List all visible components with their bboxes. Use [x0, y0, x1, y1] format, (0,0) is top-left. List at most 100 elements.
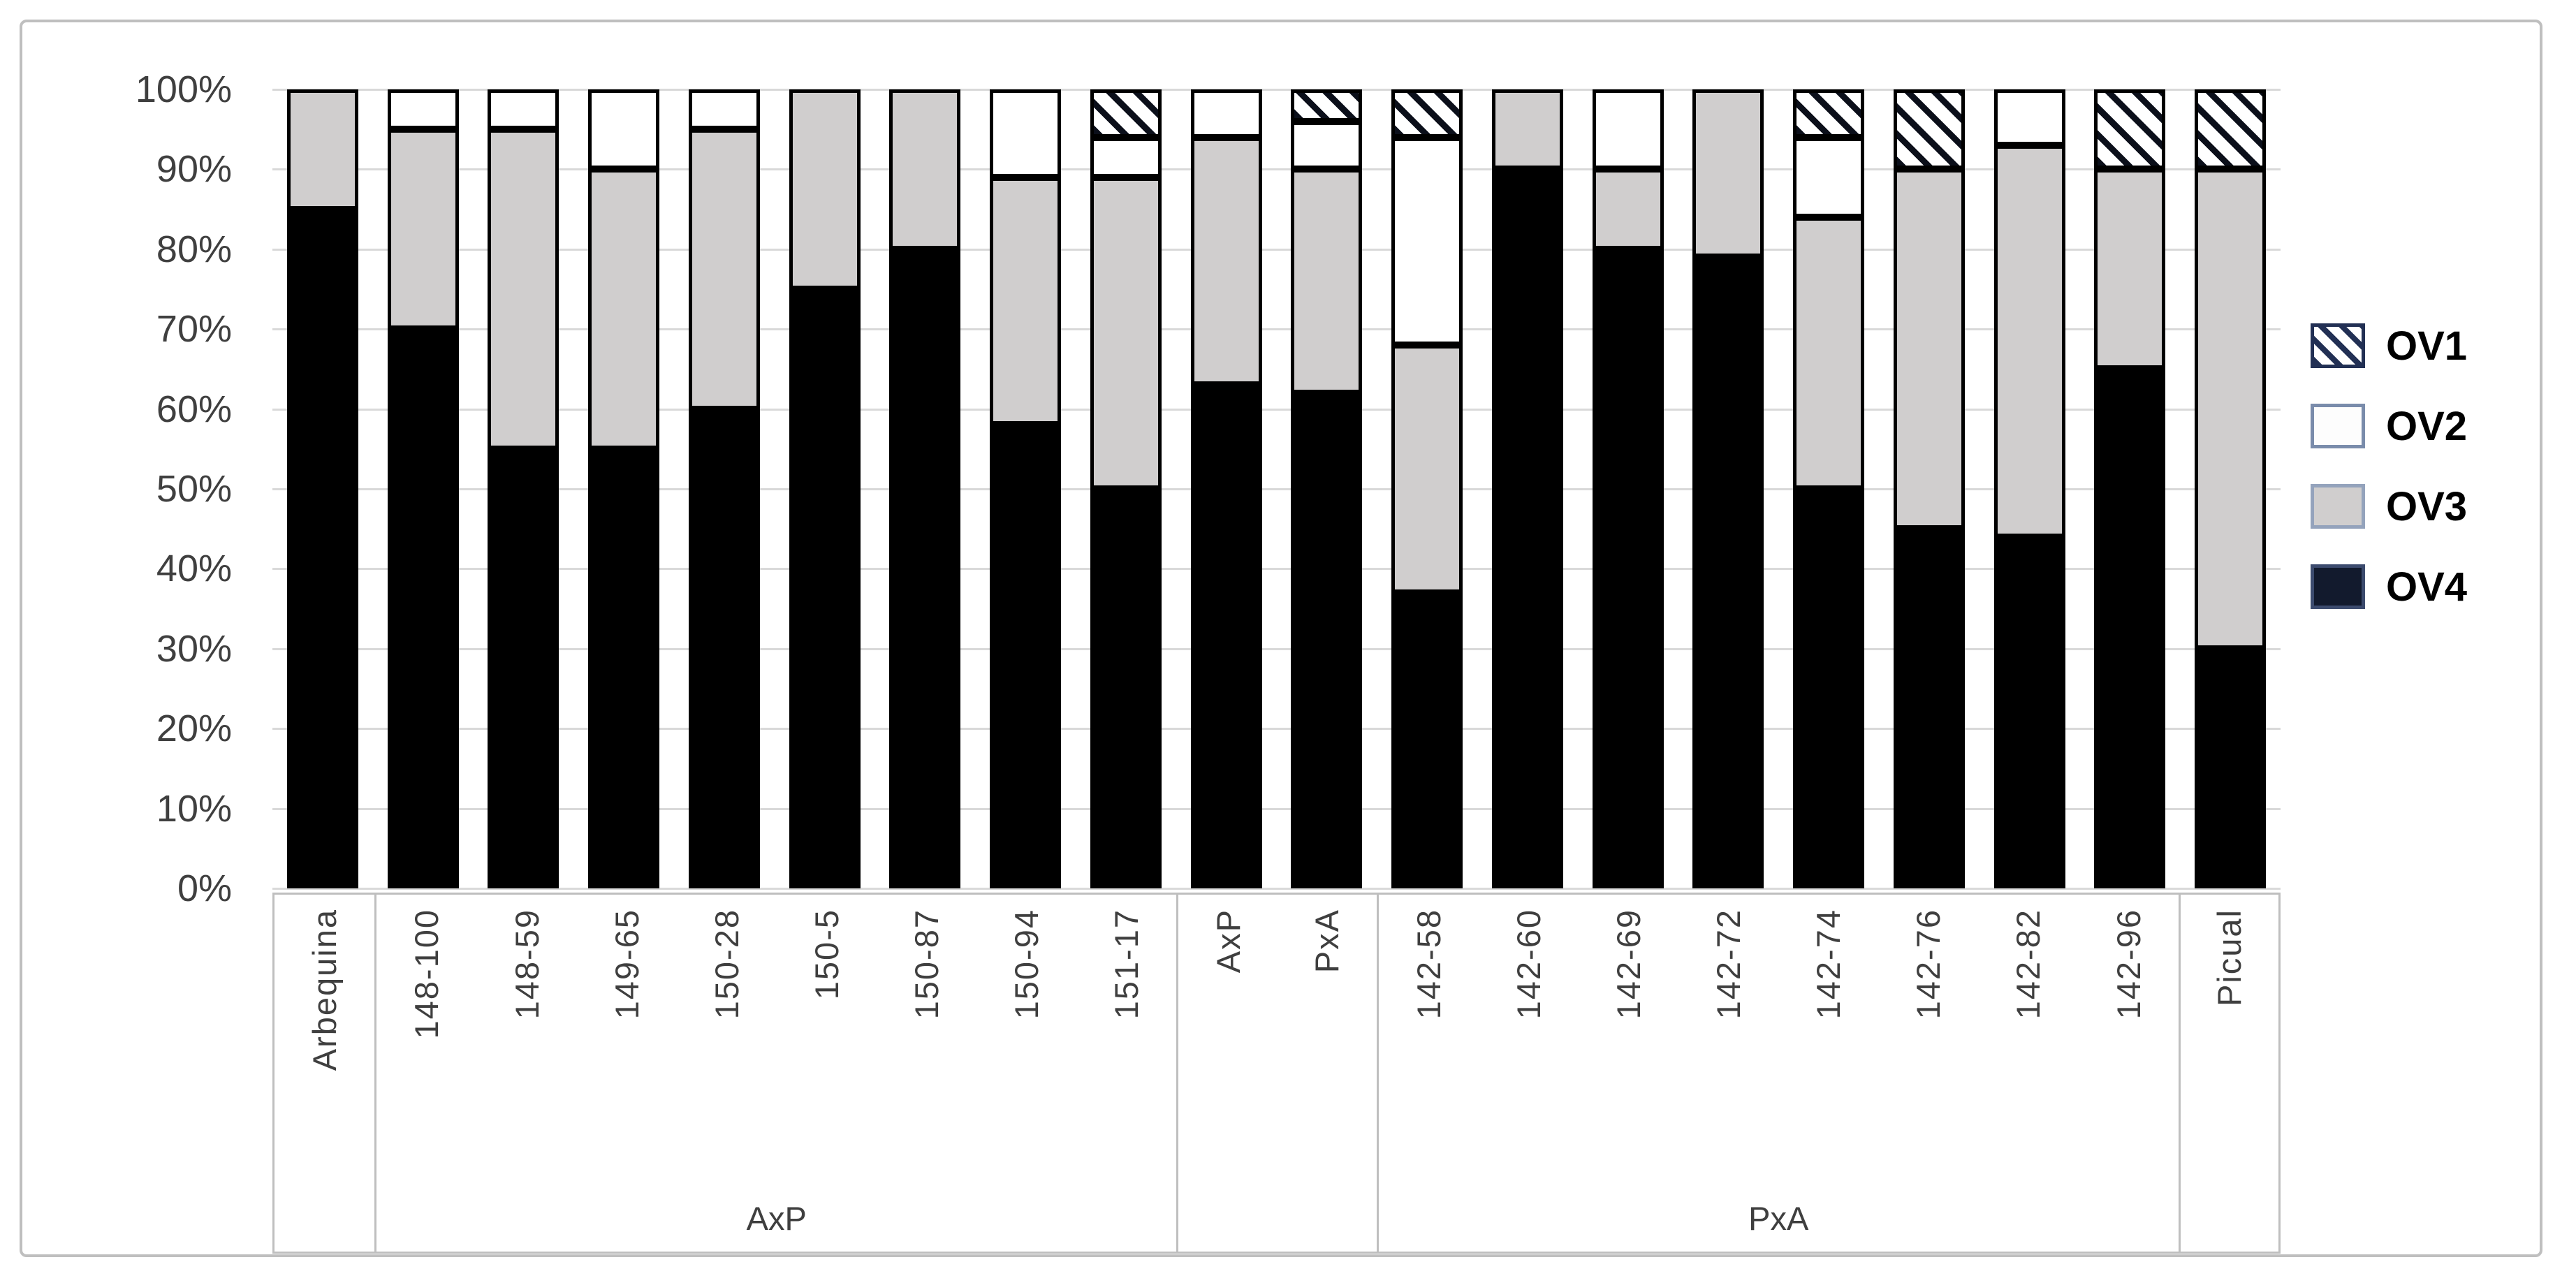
- segment-OV1-Picual: [2195, 89, 2267, 170]
- segment-OV4-142-76: [1893, 529, 1965, 888]
- segment-OV4-142-96: [2094, 369, 2166, 888]
- segment-OV2-AxP: [1190, 89, 1262, 138]
- segment-OV2-PxA: [1291, 121, 1363, 170]
- bar-142-58: [1391, 89, 1463, 888]
- segment-OV3-150-5: [789, 89, 861, 289]
- segment-OV1-142-58: [1391, 89, 1463, 138]
- gridline-20: [272, 728, 2281, 731]
- gridline-60: [272, 408, 2281, 411]
- bar-column-142-96: [2080, 89, 2181, 888]
- bar-150-94: [990, 89, 1062, 888]
- y-axis-tick-label: 90%: [156, 148, 232, 191]
- bar-column-148-100: [373, 89, 474, 888]
- x-axis-cell: Picual: [2181, 895, 2278, 1252]
- legend-swatch-ov4-icon: [2311, 564, 2365, 609]
- segment-OV4-PxA: [1291, 393, 1363, 888]
- segment-OV2-142-58: [1391, 137, 1463, 346]
- x-axis-label: Picual: [2211, 909, 2248, 1007]
- y-axis-tick-label: 100%: [135, 68, 232, 110]
- x-axis-cell: 148-100: [376, 895, 476, 1252]
- legend-swatch-ov2-icon: [2311, 404, 2365, 448]
- segment-OV4-151-17: [1090, 489, 1162, 888]
- legend-swatch-ov1-icon: [2311, 323, 2365, 368]
- y-axis-tick-label: 20%: [156, 707, 232, 750]
- bar-column-142-60: [1477, 89, 1578, 888]
- segment-OV1-142-74: [1793, 89, 1865, 138]
- bar-column-142-76: [1879, 89, 1979, 888]
- segment-OV4-148-100: [387, 329, 459, 888]
- bar-142-82: [1993, 89, 2065, 888]
- bar-142-96: [2094, 89, 2166, 888]
- x-axis-cell: 150-5: [777, 895, 877, 1252]
- legend-label-OV4: OV4: [2386, 564, 2468, 610]
- segment-OV4-142-82: [1993, 536, 2065, 888]
- x-axis-cell: 142-58: [1379, 895, 1479, 1252]
- legend-label-OV1: OV1: [2386, 323, 2468, 369]
- segment-OV4-150-87: [889, 249, 961, 888]
- segment-OV3-142-96: [2094, 169, 2166, 369]
- bar-column-142-82: [1979, 89, 2080, 888]
- bar-column-142-74: [1778, 89, 1879, 888]
- segment-OV4-142-60: [1491, 169, 1563, 888]
- bar-column-AxP: [1176, 89, 1277, 888]
- gridline-0: [272, 888, 2281, 890]
- legend-row-OV4: OV4: [2311, 559, 2467, 615]
- x-axis: Arbequina 148-100 148-59 149-65 150-28 150-5 1…: [272, 893, 2281, 1254]
- bar-column-150-5: [775, 89, 875, 888]
- segment-OV4-142-69: [1592, 249, 1664, 888]
- bar-148-59: [488, 89, 559, 888]
- x-axis-label: AxP: [1209, 909, 1247, 974]
- bar-142-72: [1692, 89, 1764, 888]
- y-axis-tick-label: 0%: [177, 867, 232, 909]
- bar-150-5: [789, 89, 861, 888]
- segment-OV3-142-82: [1993, 145, 2065, 537]
- y-axis-tick-label: 40%: [156, 548, 232, 590]
- segment-OV4-Arbequina: [286, 209, 358, 888]
- x-axis-label: 142-72: [1710, 909, 1748, 1020]
- segment-OV2-142-74: [1793, 137, 1865, 218]
- segment-OV2-150-94: [990, 89, 1062, 177]
- segment-OV3-142-60: [1491, 89, 1563, 170]
- gridline-10: [272, 807, 2281, 810]
- figure-border: [20, 20, 2542, 1257]
- segment-OV3-150-28: [688, 129, 760, 409]
- x-axis-cell: 142-76: [1878, 895, 1978, 1252]
- bar-column-142-72: [1678, 89, 1779, 888]
- bar-142-60: [1491, 89, 1563, 888]
- x-axis-cell: 151-17: [1076, 895, 1176, 1252]
- segment-OV3-Arbequina: [286, 89, 358, 210]
- x-axis-label: 142-76: [1910, 909, 1947, 1020]
- x-axis-group-blank-2: AxP PxA: [1176, 895, 1377, 1252]
- segment-OV1-PxA: [1291, 89, 1363, 122]
- bar-column-142-69: [1578, 89, 1678, 888]
- segment-OV4-148-59: [488, 448, 559, 888]
- legend-row-OV2: OV2: [2311, 398, 2467, 454]
- x-axis-cell: 142-72: [1678, 895, 1778, 1252]
- x-axis-label: 142-82: [2010, 909, 2047, 1020]
- x-axis-cell: 148-59: [477, 895, 577, 1252]
- x-axis-cell: 142-82: [1978, 895, 2078, 1252]
- segment-OV2-148-59: [488, 89, 559, 130]
- plot-area: [272, 89, 2281, 890]
- segment-OV2-142-69: [1592, 89, 1664, 170]
- segment-OV4-142-72: [1692, 257, 1764, 888]
- bar-column-Picual: [2180, 89, 2281, 888]
- segment-OV4-150-28: [688, 409, 760, 888]
- y-axis-tick-label: 60%: [156, 388, 232, 430]
- x-axis-cell: 142-74: [1778, 895, 1878, 1252]
- segment-OV3-142-72: [1692, 89, 1764, 258]
- bar-column-151-17: [1076, 89, 1176, 888]
- segment-OV4-142-74: [1793, 489, 1865, 888]
- x-axis-label: 151-17: [1108, 909, 1146, 1020]
- x-axis-label: 150-28: [708, 909, 745, 1020]
- bar-column-150-94: [975, 89, 1076, 888]
- x-axis-group-blank-4: Picual: [2178, 895, 2278, 1252]
- x-axis-cell: 142-69: [1579, 895, 1678, 1252]
- segment-OV3-AxP: [1190, 137, 1262, 386]
- x-axis-label: 142-58: [1410, 909, 1447, 1020]
- gridline-90: [272, 168, 2281, 171]
- segment-OV3-151-17: [1090, 177, 1162, 489]
- x-axis-label: 150-94: [1007, 909, 1045, 1020]
- bar-148-100: [387, 89, 459, 888]
